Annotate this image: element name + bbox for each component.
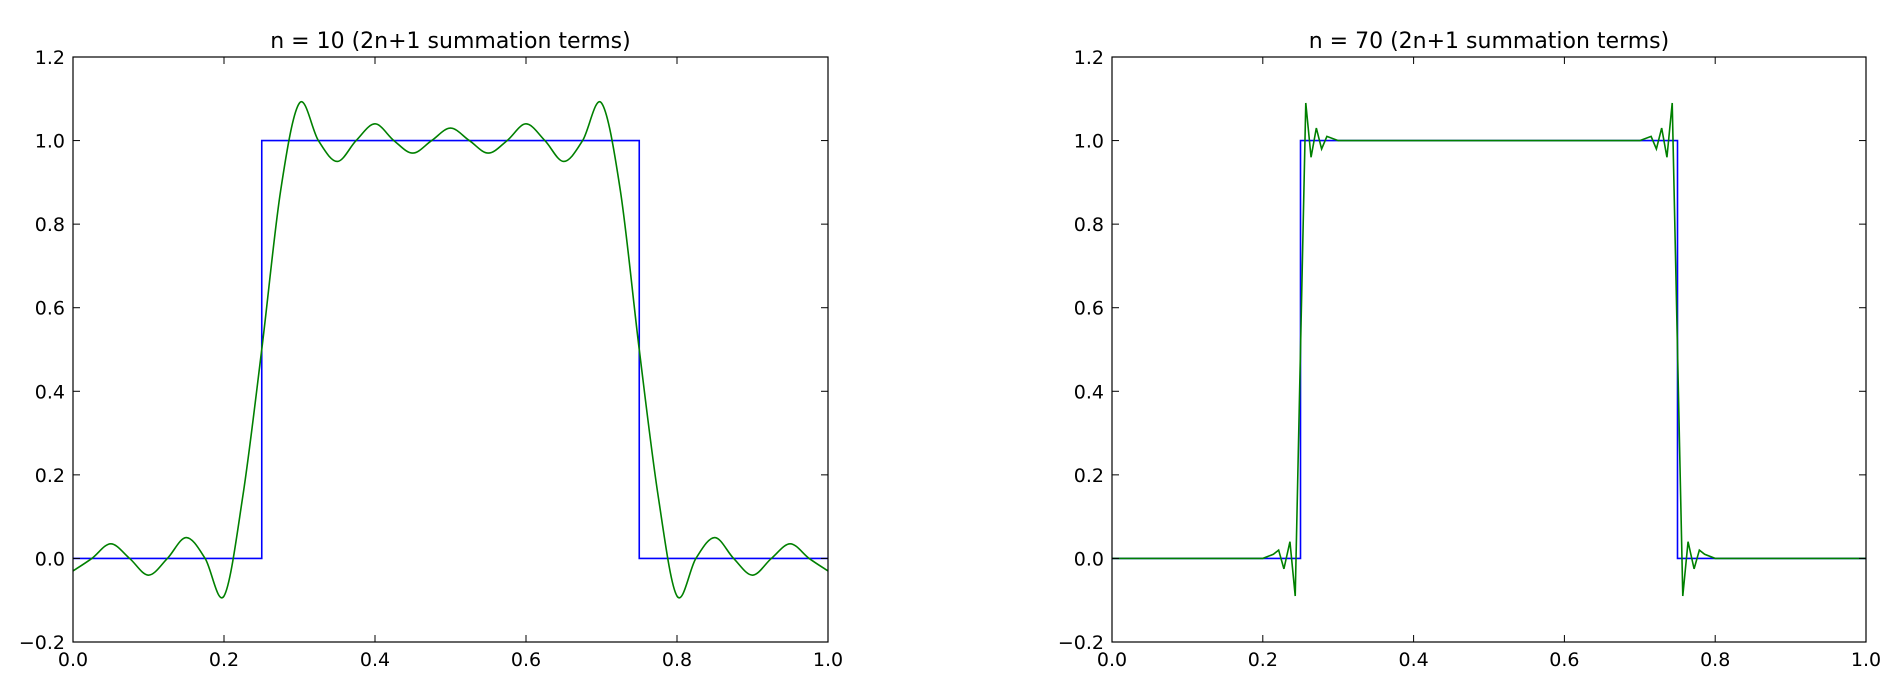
y-tick-label: 0.8 [35,214,65,236]
axes-frame [1111,56,1867,643]
axes-frame [72,56,829,643]
y-tick-label: 1.0 [35,131,65,153]
y-tick-label: −0.2 [1058,632,1104,654]
x-tick-label: 0.0 [1097,649,1127,671]
series-line [1112,102,1866,597]
x-tick-label: 0.6 [1549,649,1579,671]
y-tick-label: 0.4 [35,381,65,403]
x-tick-label: 0.2 [1248,649,1278,671]
chart-title: n = 70 (2n+1 summation terms) [1309,29,1669,54]
x-tick-label: 0.8 [662,649,692,671]
x-tick-label: 1.0 [813,649,843,671]
y-tick-label: 0.8 [1074,214,1104,236]
y-tick-label: 0.0 [35,548,65,570]
y-tick-label: 0.4 [1074,381,1104,403]
y-tick-label: −0.2 [19,632,65,654]
chart-title: n = 10 (2n+1 summation terms) [270,29,630,54]
y-tick-label: 1.2 [1074,47,1104,69]
x-tick-label: 0.2 [209,649,239,671]
x-tick-label: 0.6 [511,649,541,671]
y-tick-label: 1.2 [35,47,65,69]
y-tick-label: 1.0 [1074,131,1104,153]
y-tick-label: 0.6 [35,298,65,320]
y-tick-label: 0.0 [1074,548,1104,570]
x-tick-label: 1.0 [1851,649,1881,671]
y-tick-label: 0.2 [35,465,65,487]
x-tick-label: 0.0 [58,649,88,671]
y-tick-label: 0.2 [1074,465,1104,487]
x-tick-label: 0.4 [1398,649,1428,671]
x-tick-label: 0.4 [360,649,390,671]
y-tick-label: 0.6 [1074,298,1104,320]
x-tick-label: 0.8 [1700,649,1730,671]
series-line [1112,139,1866,560]
series-line [72,100,829,599]
series-line [73,139,828,560]
